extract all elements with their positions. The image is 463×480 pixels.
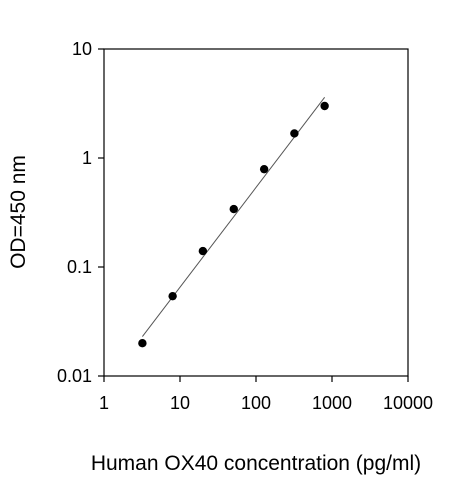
x-axis-title: Human OX40 concentration (pg/ml): [91, 452, 421, 475]
y-tick-label: 1: [82, 148, 92, 168]
x-tick-label: 10: [170, 393, 190, 413]
data-points: [138, 101, 329, 348]
x-tick-label: 10000: [383, 393, 433, 413]
data-point: [168, 291, 177, 301]
y-axis-title: OD=450 nm: [7, 155, 30, 269]
x-axis-tick-labels: 1 10 100 1000 10000: [99, 393, 433, 413]
data-point: [198, 246, 208, 256]
data-point: [290, 129, 299, 138]
x-axis-ticks: [103, 376, 409, 382]
y-tick-label: 0.1: [67, 257, 92, 277]
data-point: [138, 338, 147, 348]
data-point: [259, 164, 269, 174]
data-point: [320, 101, 329, 111]
y-axis-ticks: [98, 48, 104, 377]
x-tick-label: 1000: [312, 393, 352, 413]
y-tick-label: 10: [72, 39, 92, 59]
x-tick-label: 100: [241, 393, 271, 413]
y-axis-tick-labels: 0.01 0.1 1 10: [57, 39, 92, 386]
data-point: [229, 204, 238, 214]
x-tick-label: 1: [99, 393, 109, 413]
y-tick-label: 0.01: [57, 366, 92, 386]
